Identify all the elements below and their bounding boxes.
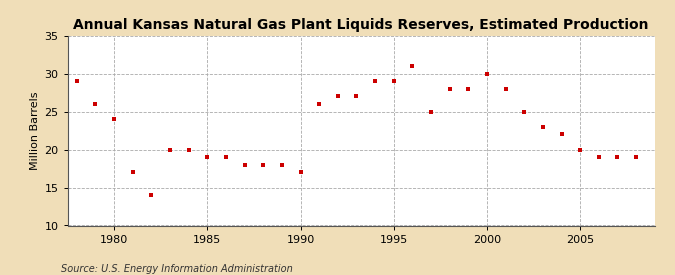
Point [612, 155, 623, 160]
Point [388, 79, 399, 84]
Point [202, 155, 213, 160]
Point [537, 125, 548, 129]
Point [332, 94, 343, 99]
Point [630, 155, 641, 160]
Point [426, 109, 437, 114]
Point [519, 109, 530, 114]
Point [575, 147, 586, 152]
Title: Annual Kansas Natural Gas Plant Liquids Reserves, Estimated Production: Annual Kansas Natural Gas Plant Liquids … [74, 18, 649, 32]
Point [370, 79, 381, 84]
Point [72, 79, 82, 84]
Point [351, 94, 362, 99]
Point [184, 147, 194, 152]
Text: Source: U.S. Energy Information Administration: Source: U.S. Energy Information Administ… [61, 264, 292, 274]
Point [481, 72, 492, 76]
Point [239, 163, 250, 167]
Point [258, 163, 269, 167]
Point [500, 87, 511, 91]
Point [463, 87, 474, 91]
Point [314, 102, 325, 106]
Point [221, 155, 232, 160]
Point [407, 64, 418, 68]
Point [444, 87, 455, 91]
Point [109, 117, 119, 122]
Point [277, 163, 288, 167]
Point [295, 170, 306, 175]
Point [556, 132, 567, 137]
Point [165, 147, 176, 152]
Point [128, 170, 138, 175]
Point [593, 155, 604, 160]
Y-axis label: Million Barrels: Million Barrels [30, 91, 40, 170]
Point [146, 193, 157, 197]
Point [90, 102, 101, 106]
